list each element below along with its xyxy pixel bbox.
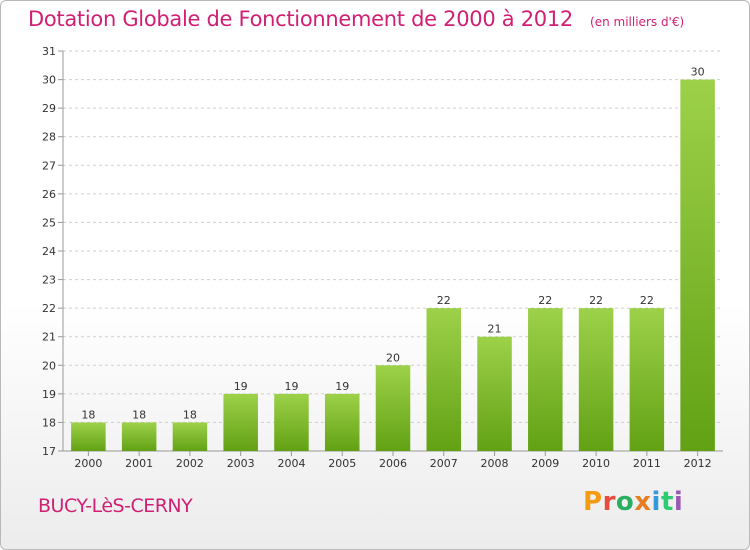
- x-tick-label: 2004: [277, 457, 305, 470]
- x-tick-label: 2008: [481, 457, 509, 470]
- data-label: 22: [538, 294, 552, 307]
- x-tick-label: 2006: [379, 457, 407, 470]
- x-tick-label: 2005: [328, 457, 356, 470]
- data-label: 18: [81, 408, 95, 421]
- x-tick-label: 2009: [531, 457, 559, 470]
- y-tick-label: 28: [42, 131, 56, 144]
- data-label: 20: [386, 351, 400, 364]
- data-label: 22: [589, 294, 603, 307]
- x-tick-label: 2003: [227, 457, 255, 470]
- bar: [629, 308, 665, 451]
- x-tick-label: 2012: [684, 457, 712, 470]
- x-tick-label: 2001: [125, 457, 153, 470]
- x-tick-label: 2010: [582, 457, 610, 470]
- y-tick-label: 20: [42, 359, 56, 372]
- y-tick-label: 22: [42, 302, 56, 315]
- bar: [375, 365, 411, 451]
- bar: [528, 308, 563, 451]
- bar: [121, 422, 157, 451]
- chart-title: Dotation Globale de Fonctionnement de 20…: [28, 7, 573, 31]
- y-tick-label: 30: [42, 74, 56, 87]
- data-labels: 18 18 18 19 19 19 20 22 21 22 22 22 30: [81, 66, 704, 422]
- brand-logo-letter: r: [602, 487, 616, 517]
- data-label: 22: [640, 294, 654, 307]
- y-tick-label: 19: [42, 388, 56, 401]
- y-tick-label: 26: [42, 188, 56, 201]
- data-label: 19: [335, 380, 349, 393]
- bar: [426, 308, 462, 451]
- data-label: 21: [488, 323, 502, 336]
- y-tick-label: 24: [42, 245, 56, 258]
- x-tick-label: 2011: [633, 457, 661, 470]
- data-label: 22: [437, 294, 451, 307]
- bar: [71, 422, 106, 451]
- brand-logo-letter: P: [583, 487, 603, 517]
- y-tick-label: 17: [42, 445, 56, 458]
- x-tick-label: 2002: [176, 457, 204, 470]
- y-tick-label: 29: [42, 102, 56, 115]
- data-label: 30: [691, 66, 705, 79]
- bar: [274, 393, 309, 451]
- x-tick-label: 2007: [430, 457, 458, 470]
- chart-subtitle: (en milliers d'€): [590, 15, 685, 29]
- title-row: Dotation Globale de Fonctionnement de 20…: [28, 7, 684, 31]
- brand-logo-letter: i: [651, 487, 661, 517]
- brand-logo-letter: t: [660, 487, 674, 517]
- brand-logo-letter: o: [615, 487, 635, 517]
- data-label: 18: [183, 408, 197, 421]
- bar: [172, 422, 208, 451]
- data-label: 19: [284, 380, 298, 393]
- x-tick-label: 2000: [74, 457, 102, 470]
- y-tick-label: 21: [42, 331, 56, 344]
- y-tick-label: 25: [42, 216, 56, 229]
- bar: [578, 308, 614, 451]
- bar: [680, 79, 715, 452]
- bar: [324, 393, 360, 451]
- brand-logo-letter: i: [673, 487, 684, 517]
- bar: [223, 393, 258, 451]
- data-label: 18: [132, 408, 146, 421]
- brand-logo-letter: x: [634, 487, 652, 517]
- commune-name: BUCY-LèS-CERNY: [38, 495, 193, 517]
- data-label: 19: [234, 380, 248, 393]
- y-tick-label: 23: [42, 274, 56, 287]
- bar: [477, 336, 512, 451]
- brand-logo[interactable]: Proxiti: [583, 487, 683, 517]
- bars: [71, 79, 715, 452]
- y-tick-label: 27: [42, 159, 56, 172]
- y-tick-label: 31: [42, 45, 56, 58]
- y-tick-label: 18: [42, 416, 56, 429]
